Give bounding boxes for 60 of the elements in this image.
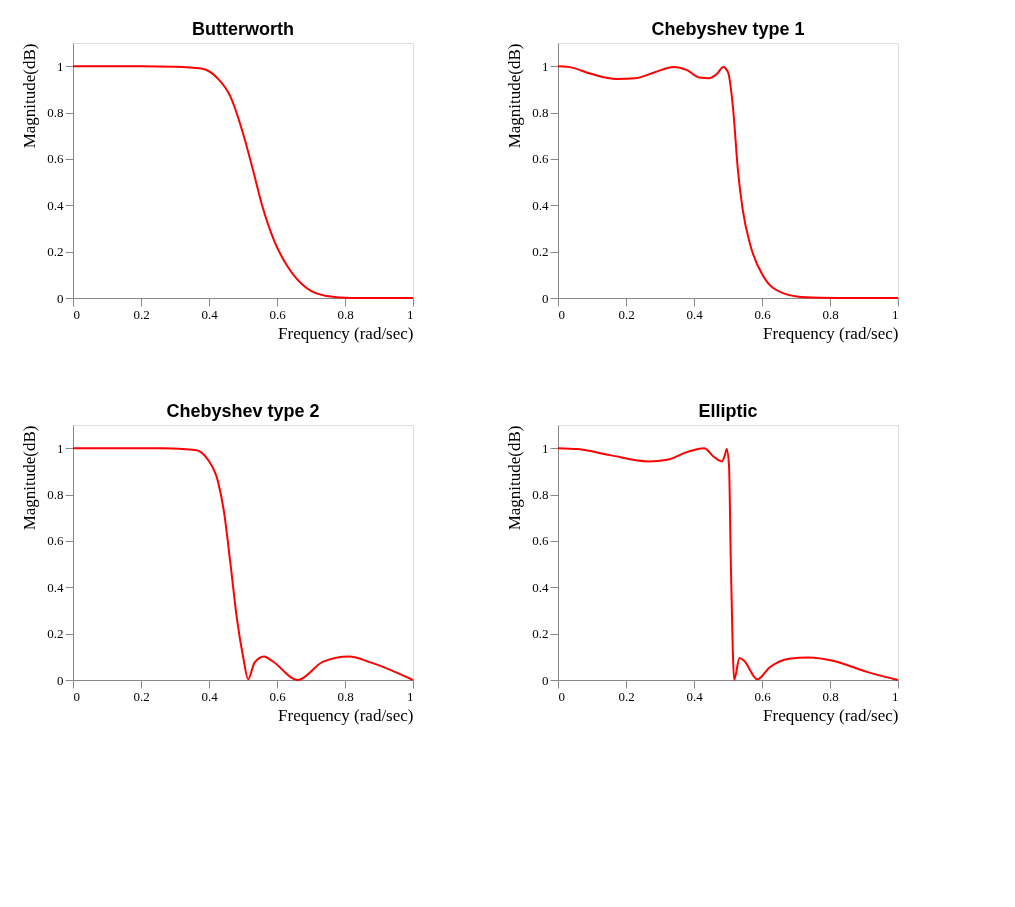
y-tick-label: 0.6 <box>532 533 549 549</box>
y-tick-label: 1 <box>57 58 64 74</box>
chart-title: Chebyshev type 2 <box>166 401 320 421</box>
y-tick-label: 0.2 <box>47 244 64 260</box>
y-axis-title: Magnitude(dB) <box>505 425 525 531</box>
y-tick-label: 0.4 <box>47 197 64 213</box>
y-tick-label: 0.6 <box>47 533 64 549</box>
x-axis-title: Frequency (rad/sec) <box>278 323 414 343</box>
x-tick-label: 0.2 <box>618 688 635 704</box>
x-tick-label: 0.4 <box>686 688 704 704</box>
x-tick-label: 0 <box>73 688 80 704</box>
y-tick-label: 0 <box>57 290 64 306</box>
y-tick-label: 0.8 <box>532 487 549 503</box>
y-tick-label: 0.2 <box>47 626 64 642</box>
x-tick-label: 0 <box>558 688 565 704</box>
x-axis-title: Frequency (rad/sec) <box>278 705 414 725</box>
y-tick-label: 0.4 <box>47 579 64 595</box>
y-tick-label: 0.8 <box>532 105 549 121</box>
y-tick-label: 0.4 <box>532 197 549 213</box>
y-tick-label: 0.2 <box>532 626 549 642</box>
x-tick-label: 1 <box>407 688 414 704</box>
y-tick-label: 0.8 <box>47 105 64 121</box>
x-tick-label: 0.4 <box>201 306 219 322</box>
y-tick-label: 0 <box>57 672 64 688</box>
x-tick-label: 1 <box>892 306 899 322</box>
y-tick-label: 1 <box>542 58 549 74</box>
y-axis-title: Magnitude(dB) <box>20 425 40 531</box>
y-tick-label: 0.6 <box>532 151 549 167</box>
y-tick-label: 0.4 <box>532 579 549 595</box>
x-tick-label: 0 <box>73 306 80 322</box>
x-axis-title: Frequency (rad/sec) <box>763 705 899 725</box>
x-tick-label: 0.8 <box>337 688 354 704</box>
chart-title: Chebyshev type 1 <box>651 19 805 39</box>
y-tick-label: 0.2 <box>532 244 549 260</box>
y-tick-label: 1 <box>57 440 64 456</box>
y-axis-title: Magnitude(dB) <box>505 43 525 149</box>
x-tick-label: 0.6 <box>269 688 287 704</box>
x-axis-title: Frequency (rad/sec) <box>763 323 899 343</box>
x-tick-label: 1 <box>892 688 899 704</box>
x-tick-label: 0.8 <box>822 688 839 704</box>
x-tick-label: 0.4 <box>686 306 704 322</box>
x-tick-label: 1 <box>407 306 414 322</box>
x-tick-label: 0.2 <box>133 306 150 322</box>
y-tick-label: 0 <box>542 672 549 688</box>
y-tick-label: 0.8 <box>47 487 64 503</box>
y-tick-label: 0.6 <box>47 151 64 167</box>
x-tick-label: 0.2 <box>618 306 635 322</box>
x-tick-label: 0.8 <box>337 306 354 322</box>
y-axis-title: Magnitude(dB) <box>20 43 40 149</box>
x-tick-label: 0.6 <box>754 306 772 322</box>
chart-title: Elliptic <box>698 401 758 421</box>
y-tick-label: 1 <box>542 440 549 456</box>
x-tick-label: 0.4 <box>201 688 219 704</box>
x-tick-label: 0 <box>558 306 565 322</box>
y-tick-label: 0 <box>542 290 549 306</box>
x-tick-label: 0.8 <box>822 306 839 322</box>
x-tick-label: 0.2 <box>133 688 150 704</box>
x-tick-label: 0.6 <box>754 688 772 704</box>
chart-title: Butterworth <box>192 19 294 39</box>
x-tick-label: 0.6 <box>269 306 287 322</box>
